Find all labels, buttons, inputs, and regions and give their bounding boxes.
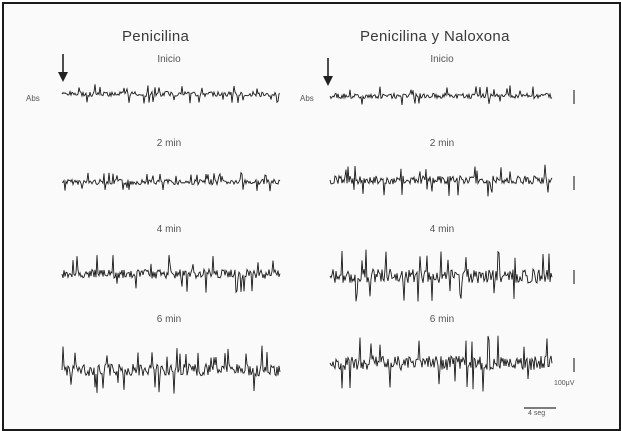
panel-label-left-1: 2 min xyxy=(129,138,209,149)
trace-path xyxy=(62,255,280,293)
trace-path xyxy=(330,85,552,105)
panel-label-left-2: 4 min xyxy=(129,224,209,235)
side-label-left: Abs xyxy=(26,94,40,103)
eeg-trace-left-3 xyxy=(62,344,280,396)
eeg-trace-right-1 xyxy=(330,158,552,202)
eeg-trace-right-3 xyxy=(330,334,552,392)
side-label-right: Abs xyxy=(300,94,314,103)
panel-label-right-2: 4 min xyxy=(402,224,482,235)
panel-label-left-3: 6 min xyxy=(129,314,209,325)
panel-label-right-1: 2 min xyxy=(402,138,482,149)
column-title-penicillin: Penicilina xyxy=(122,28,189,45)
eeg-trace-right-0 xyxy=(330,78,552,114)
trace-path xyxy=(330,250,552,302)
eeg-trace-left-2 xyxy=(62,250,280,298)
calibration-tick xyxy=(572,90,576,106)
panel-label-left-0: Inicio xyxy=(129,54,209,65)
panel-label-right-0: Inicio xyxy=(402,54,482,65)
trace-path xyxy=(330,165,552,197)
trace-path xyxy=(62,173,280,192)
trace-path xyxy=(62,346,280,394)
eeg-trace-left-1 xyxy=(62,164,280,200)
calibration-tick xyxy=(572,270,576,286)
trace-path xyxy=(330,336,552,392)
eeg-trace-left-0 xyxy=(62,76,280,112)
panel-label-right-3: 6 min xyxy=(402,314,482,325)
scale-voltage-label: 100μV xyxy=(554,380,574,387)
column-title-penicillin-naloxone: Penicilina y Naloxona xyxy=(360,28,510,45)
eeg-trace-right-2 xyxy=(330,248,552,304)
calibration-tick xyxy=(572,358,576,374)
calibration-tick xyxy=(572,176,576,192)
scale-time-label: 4 seg xyxy=(528,410,545,417)
trace-path xyxy=(62,84,280,103)
